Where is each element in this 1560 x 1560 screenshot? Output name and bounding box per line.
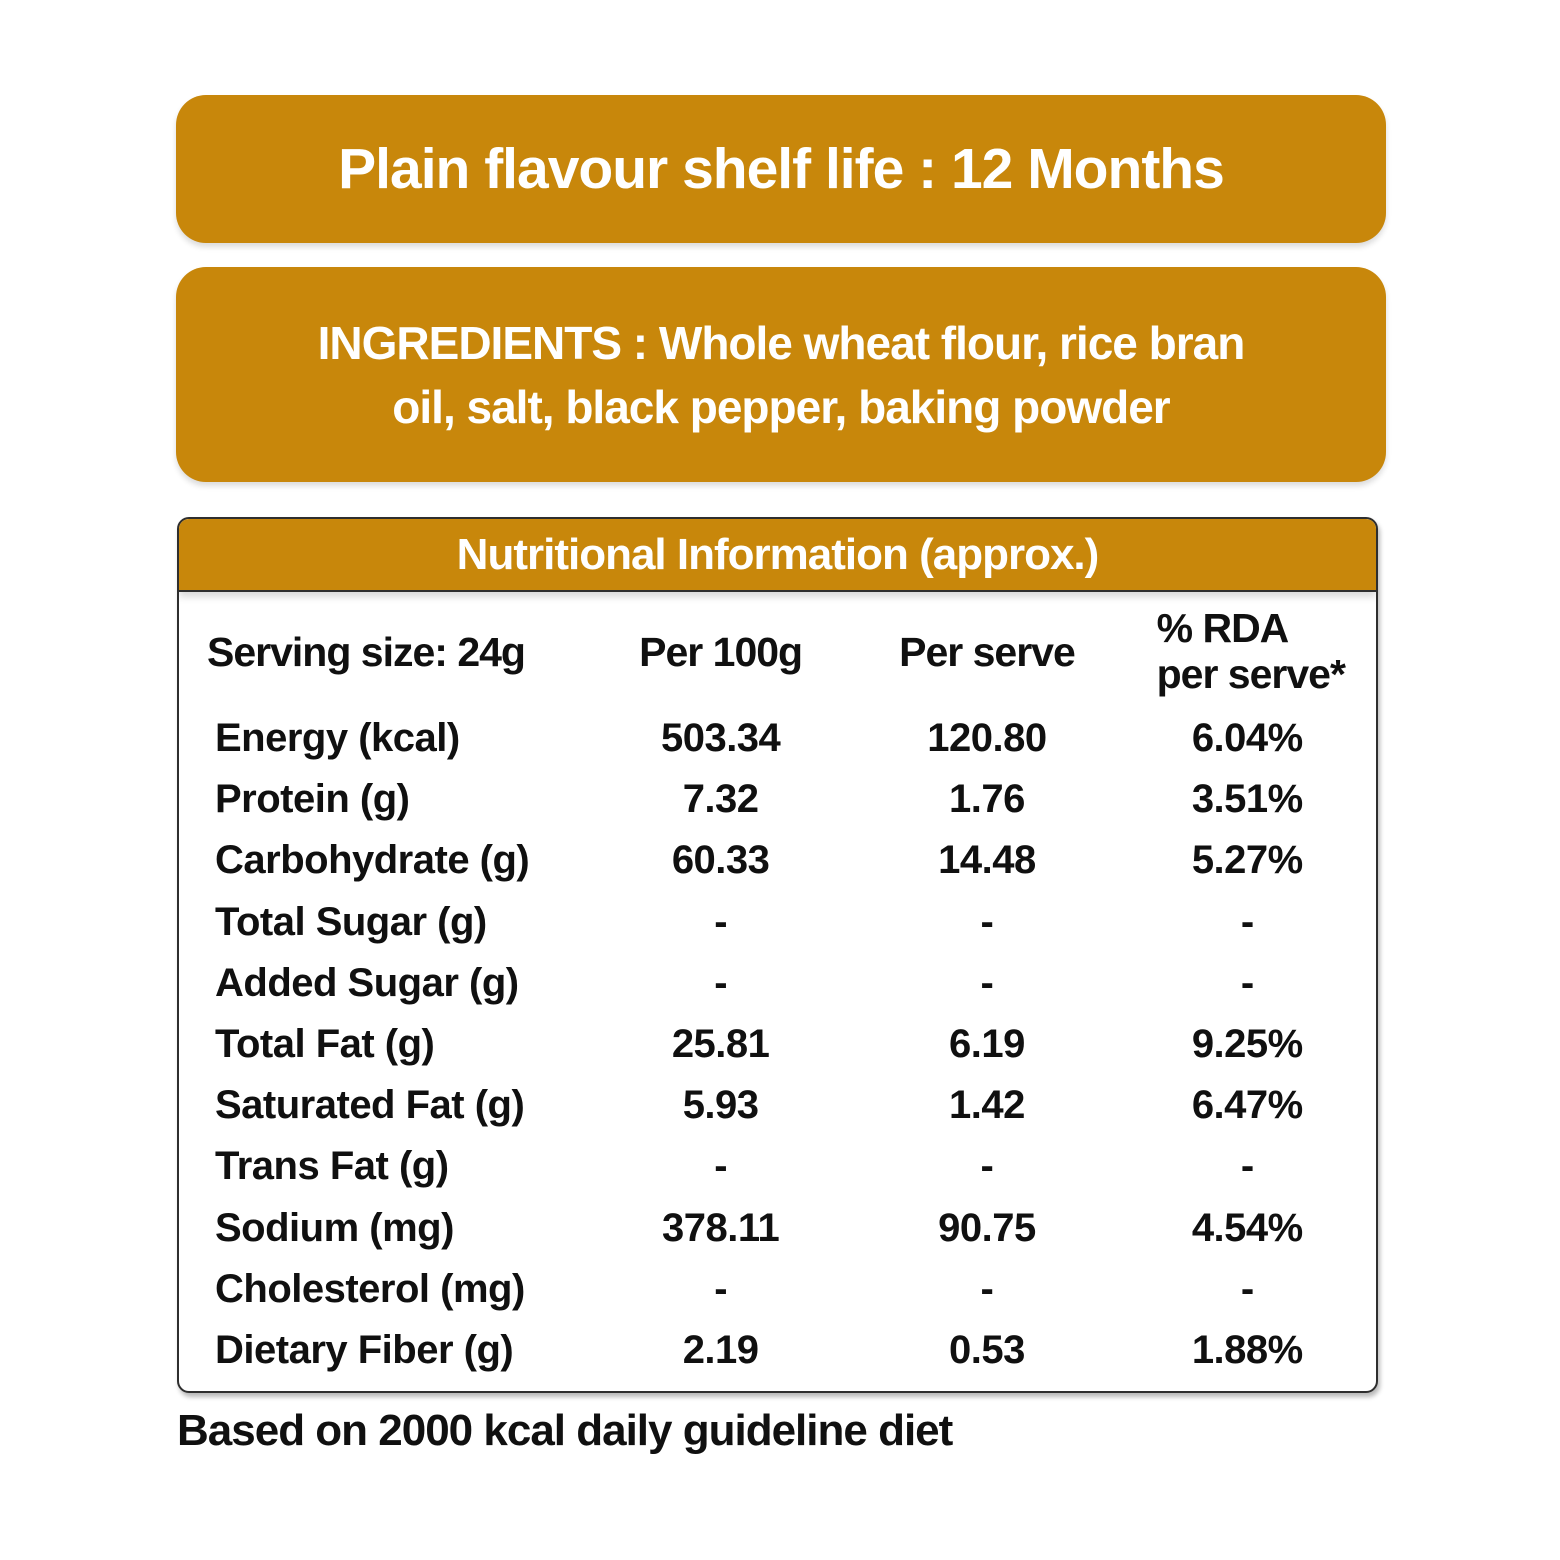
shelf-life-text: Plain flavour shelf life : 12 Months [338,137,1225,201]
nutrient-rda-value: 5.27% [1191,838,1303,883]
shelf-life-banner: Plain flavour shelf life : 12 Months [176,95,1386,243]
nutrient-per-serve-value: 1.76 [949,777,1025,822]
nutrient-rda-value: 6.04% [1191,716,1303,761]
nutrient-label: Total Sugar (g) [215,899,487,944]
table-row: Added Sugar (g) - - - [179,953,1376,1014]
table-row: Sodium (mg) 378.11 90.75 4.54% [179,1198,1376,1259]
nutrient-per-serve-value: 1.42 [949,1083,1025,1128]
nutrient-label: Carbohydrate (g) [215,838,530,883]
ingredients-banner: INGREDIENTS : Whole wheat flour, rice br… [176,267,1386,482]
rda-header-line-2: per serve* [1156,651,1346,697]
nutrition-table-title: Nutritional Information (approx.) [179,519,1376,592]
rda-header-line-1: % RDA [1156,605,1290,652]
nutrient-rda-value: - [1240,960,1254,1005]
nutrient-per-100g-value: - [714,1266,728,1311]
nutrient-per-100g-value: 5.93 [682,1083,759,1128]
table-row: Total Fat (g) 25.81 6.19 9.25% [179,1014,1376,1075]
column-header-serving-size: Serving size: 24g [207,628,526,675]
nutrient-per-serve-value: 6.19 [949,1022,1025,1067]
nutrient-per-100g-value: - [714,899,728,944]
nutrient-per-100g-value: 503.34 [660,716,781,761]
nutrient-per-serve-value: 90.75 [938,1205,1036,1250]
nutrient-per-serve-value: - [980,1266,994,1311]
nutrient-label: Saturated Fat (g) [215,1083,525,1128]
nutrient-per-100g-value: 25.81 [671,1022,770,1067]
nutrition-table-body: Serving size: 24g Per 100g Per serve % R… [179,592,1376,1391]
table-rows: Energy (kcal) 503.34 120.80 6.04% Protein (g… [179,708,1376,1381]
table-row: Trans Fat (g) - - - [179,1136,1376,1197]
table-row: Energy (kcal) 503.34 120.80 6.04% [179,708,1376,769]
nutrient-per-100g-value: 378.11 [662,1205,780,1250]
column-header-rda: % RDA per serve* [1119,605,1376,698]
nutrient-per-serve-value: 120.80 [927,716,1047,761]
table-row: Cholesterol (mg) - - - [179,1259,1376,1320]
nutrient-per-serve-value: 14.48 [938,838,1036,883]
nutrient-per-serve-value: - [980,960,994,1005]
nutrient-per-100g-value: 7.32 [682,777,759,822]
nutrient-per-100g-value: - [714,960,728,1005]
nutrient-label: Sodium (mg) [215,1205,454,1250]
nutrient-label: Cholesterol (mg) [215,1266,525,1311]
ingredients-line-2: oil, salt, black pepper, baking powder [392,380,1170,433]
nutrient-per-100g-value: 60.33 [671,838,770,883]
nutrient-label: Dietary Fiber (g) [215,1327,514,1372]
nutrient-rda-value: - [1240,899,1254,944]
nutrient-label: Trans Fat (g) [215,1144,449,1189]
nutrient-label: Total Fat (g) [215,1022,435,1067]
table-row: Protein (g) 7.32 1.76 3.51% [179,769,1376,830]
table-row: Total Sugar (g) - - - [179,892,1376,953]
table-row: Dietary Fiber (g) 2.19 0.53 1.88% [179,1320,1376,1381]
nutrient-per-serve-value: - [980,1144,994,1189]
rda-guideline-note: Based on 2000 kcal daily guideline diet [177,1406,953,1455]
nutrient-per-100g-value: - [714,1144,728,1189]
table-row: Saturated Fat (g) 5.93 1.42 6.47% [179,1075,1376,1136]
nutrient-label: Added Sugar (g) [215,960,519,1005]
nutrient-label: Energy (kcal) [215,716,460,761]
nutrient-rda-value: 1.88% [1191,1327,1303,1372]
nutrient-per-serve-value: 0.53 [949,1327,1025,1372]
nutrient-rda-value: 3.51% [1191,777,1303,822]
ingredients-line-1: INGREDIENTS : Whole wheat flour, rice br… [317,316,1246,369]
nutrient-rda-value: - [1240,1266,1254,1311]
nutrient-rda-value: 6.47% [1191,1083,1303,1128]
nutrient-per-serve-value: - [980,899,994,944]
nutrient-label: Protein (g) [215,777,410,822]
nutrient-per-100g-value: 2.19 [682,1327,759,1372]
column-header-per-100g: Per 100g [639,628,803,675]
nutrition-table-header-row: Serving size: 24g Per 100g Per serve % R… [179,596,1376,708]
table-row: Carbohydrate (g) 60.33 14.48 5.27% [179,830,1376,891]
nutrient-rda-value: 9.25% [1191,1022,1303,1067]
nutrition-table-card: Nutritional Information (approx.) Servin… [177,517,1378,1393]
nutrient-rda-value: 4.54% [1191,1205,1303,1250]
nutrient-rda-value: - [1240,1144,1254,1189]
column-header-per-serve: Per serve [899,628,1076,675]
